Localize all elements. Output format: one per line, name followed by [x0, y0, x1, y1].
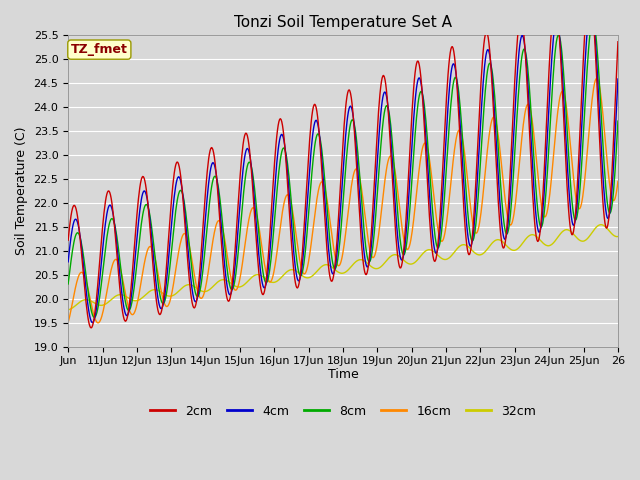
- 4cm: [230, 269, 238, 275]
- X-axis label: Time: Time: [328, 368, 358, 381]
- Line: 16cm: 16cm: [68, 78, 618, 323]
- Line: 2cm: 2cm: [68, 0, 618, 328]
- 4cm: [587, 4, 595, 10]
- 32cm: [431, 249, 438, 255]
- 8cm: [258, 260, 266, 265]
- 16cm: [129, 312, 137, 317]
- 4cm: [258, 277, 266, 283]
- 2cm: [258, 289, 266, 295]
- 16cm: [401, 239, 408, 245]
- 2cm: [431, 258, 439, 264]
- 4cm: [614, 76, 622, 82]
- Line: 8cm: 8cm: [68, 21, 618, 317]
- 2cm: [401, 240, 408, 246]
- 4cm: [401, 248, 408, 253]
- 4cm: [89, 320, 97, 325]
- Text: TZ_fmet: TZ_fmet: [71, 43, 128, 56]
- 16cm: [278, 209, 286, 215]
- 16cm: [431, 205, 439, 211]
- 16cm: [258, 242, 266, 248]
- 8cm: [64, 281, 72, 287]
- 4cm: [64, 259, 72, 264]
- 4cm: [129, 275, 137, 280]
- 8cm: [230, 280, 238, 286]
- 2cm: [278, 122, 286, 128]
- 16cm: [230, 287, 238, 292]
- 2cm: [129, 257, 137, 263]
- 32cm: [129, 297, 136, 303]
- 2cm: [230, 256, 238, 262]
- 16cm: [614, 179, 622, 184]
- 32cm: [64, 307, 72, 312]
- 32cm: [400, 257, 408, 263]
- Title: Tonzi Soil Temperature Set A: Tonzi Soil Temperature Set A: [234, 15, 452, 30]
- 32cm: [597, 222, 605, 228]
- 4cm: [278, 132, 286, 138]
- 2cm: [614, 39, 622, 45]
- 8cm: [129, 290, 137, 296]
- 16cm: [64, 320, 72, 325]
- Line: 4cm: 4cm: [68, 7, 618, 323]
- Legend: 2cm, 4cm, 8cm, 16cm, 32cm: 2cm, 4cm, 8cm, 16cm, 32cm: [145, 400, 541, 423]
- Line: 32cm: 32cm: [68, 225, 618, 310]
- 16cm: [593, 75, 600, 81]
- 32cm: [614, 234, 622, 240]
- 32cm: [230, 282, 237, 288]
- 2cm: [87, 325, 95, 331]
- 32cm: [257, 273, 265, 278]
- 8cm: [91, 314, 99, 320]
- 8cm: [278, 146, 286, 152]
- 8cm: [431, 234, 439, 240]
- Y-axis label: Soil Temperature (C): Soil Temperature (C): [15, 127, 28, 255]
- 8cm: [614, 118, 622, 124]
- 16cm: [95, 320, 102, 326]
- 2cm: [64, 237, 72, 243]
- 4cm: [431, 249, 439, 255]
- 8cm: [401, 252, 408, 257]
- 8cm: [589, 18, 596, 24]
- 32cm: [278, 274, 285, 280]
